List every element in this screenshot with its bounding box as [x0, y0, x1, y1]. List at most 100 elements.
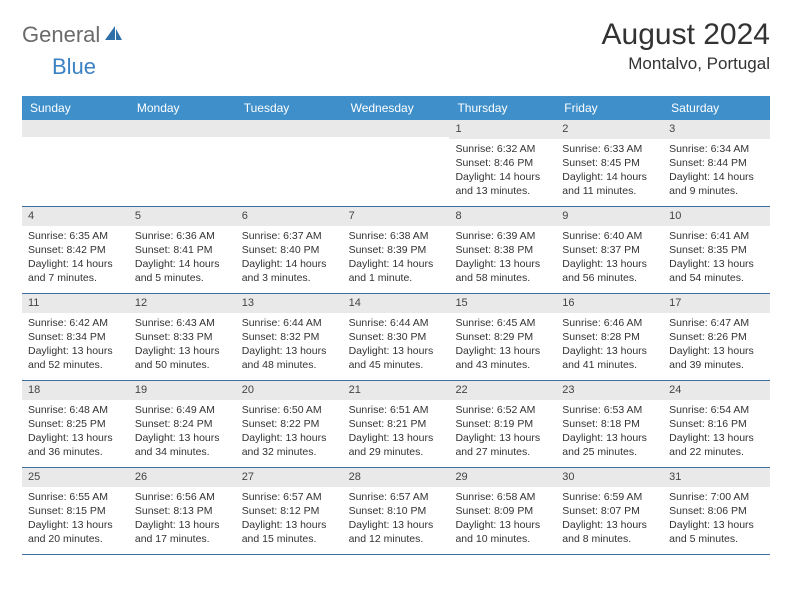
daylight-text: Daylight: 14 hours and 13 minutes.	[455, 170, 550, 198]
sunset-text: Sunset: 8:30 PM	[349, 330, 444, 344]
sunrise-text: Sunrise: 6:41 AM	[669, 229, 764, 243]
sunrise-text: Sunrise: 7:00 AM	[669, 490, 764, 504]
day-details: Sunrise: 6:57 AMSunset: 8:12 PMDaylight:…	[236, 487, 343, 551]
sunrise-text: Sunrise: 6:58 AM	[455, 490, 550, 504]
daylight-text: Daylight: 13 hours and 52 minutes.	[28, 344, 123, 372]
daylight-text: Daylight: 13 hours and 45 minutes.	[349, 344, 444, 372]
weekday-header: Tuesday	[236, 96, 343, 120]
day-details: Sunrise: 6:43 AMSunset: 8:33 PMDaylight:…	[129, 313, 236, 377]
sunrise-text: Sunrise: 6:42 AM	[28, 316, 123, 330]
week-row: 18Sunrise: 6:48 AMSunset: 8:25 PMDayligh…	[22, 381, 770, 468]
daylight-text: Daylight: 14 hours and 3 minutes.	[242, 257, 337, 285]
sunrise-text: Sunrise: 6:59 AM	[562, 490, 657, 504]
sunrise-text: Sunrise: 6:49 AM	[135, 403, 230, 417]
day-cell: 25Sunrise: 6:55 AMSunset: 8:15 PMDayligh…	[22, 468, 129, 554]
sunset-text: Sunset: 8:16 PM	[669, 417, 764, 431]
sunset-text: Sunset: 8:35 PM	[669, 243, 764, 257]
day-number: 1	[449, 120, 556, 139]
sunset-text: Sunset: 8:42 PM	[28, 243, 123, 257]
day-number: 21	[343, 381, 450, 400]
sunset-text: Sunset: 8:18 PM	[562, 417, 657, 431]
day-details: Sunrise: 6:40 AMSunset: 8:37 PMDaylight:…	[556, 226, 663, 290]
day-number: 25	[22, 468, 129, 487]
sunset-text: Sunset: 8:25 PM	[28, 417, 123, 431]
sunset-text: Sunset: 8:29 PM	[455, 330, 550, 344]
daylight-text: Daylight: 13 hours and 58 minutes.	[455, 257, 550, 285]
day-cell: 12Sunrise: 6:43 AMSunset: 8:33 PMDayligh…	[129, 294, 236, 380]
daylight-text: Daylight: 13 hours and 12 minutes.	[349, 518, 444, 546]
daylight-text: Daylight: 14 hours and 5 minutes.	[135, 257, 230, 285]
sunset-text: Sunset: 8:39 PM	[349, 243, 444, 257]
sunset-text: Sunset: 8:38 PM	[455, 243, 550, 257]
logo-text-blue: Blue	[52, 54, 96, 79]
sunrise-text: Sunrise: 6:50 AM	[242, 403, 337, 417]
daylight-text: Daylight: 13 hours and 15 minutes.	[242, 518, 337, 546]
daylight-text: Daylight: 13 hours and 36 minutes.	[28, 431, 123, 459]
day-number: 14	[343, 294, 450, 313]
sunrise-text: Sunrise: 6:55 AM	[28, 490, 123, 504]
daylight-text: Daylight: 13 hours and 5 minutes.	[669, 518, 764, 546]
day-number: 22	[449, 381, 556, 400]
sunset-text: Sunset: 8:06 PM	[669, 504, 764, 518]
day-number: 20	[236, 381, 343, 400]
weekday-header: Thursday	[449, 96, 556, 120]
day-details: Sunrise: 6:45 AMSunset: 8:29 PMDaylight:…	[449, 313, 556, 377]
sunset-text: Sunset: 8:07 PM	[562, 504, 657, 518]
day-cell: 16Sunrise: 6:46 AMSunset: 8:28 PMDayligh…	[556, 294, 663, 380]
daylight-text: Daylight: 13 hours and 25 minutes.	[562, 431, 657, 459]
week-row: 25Sunrise: 6:55 AMSunset: 8:15 PMDayligh…	[22, 468, 770, 555]
daylight-text: Daylight: 13 hours and 27 minutes.	[455, 431, 550, 459]
day-details: Sunrise: 6:44 AMSunset: 8:32 PMDaylight:…	[236, 313, 343, 377]
daylight-text: Daylight: 13 hours and 48 minutes.	[242, 344, 337, 372]
day-number: 11	[22, 294, 129, 313]
sunrise-text: Sunrise: 6:48 AM	[28, 403, 123, 417]
title-block: August 2024 Montalvo, Portugal	[602, 18, 770, 74]
sunset-text: Sunset: 8:44 PM	[669, 156, 764, 170]
day-number: 13	[236, 294, 343, 313]
day-details: Sunrise: 6:46 AMSunset: 8:28 PMDaylight:…	[556, 313, 663, 377]
calendar-page: General August 2024 Montalvo, Portugal B…	[0, 0, 792, 573]
day-details: Sunrise: 6:35 AMSunset: 8:42 PMDaylight:…	[22, 226, 129, 290]
daylight-text: Daylight: 14 hours and 11 minutes.	[562, 170, 657, 198]
sunset-text: Sunset: 8:28 PM	[562, 330, 657, 344]
sunset-text: Sunset: 8:26 PM	[669, 330, 764, 344]
sunset-text: Sunset: 8:40 PM	[242, 243, 337, 257]
day-number: 16	[556, 294, 663, 313]
sunrise-text: Sunrise: 6:38 AM	[349, 229, 444, 243]
day-number	[343, 120, 450, 137]
day-details: Sunrise: 6:41 AMSunset: 8:35 PMDaylight:…	[663, 226, 770, 290]
daylight-text: Daylight: 13 hours and 39 minutes.	[669, 344, 764, 372]
day-number: 23	[556, 381, 663, 400]
day-number: 6	[236, 207, 343, 226]
sunrise-text: Sunrise: 6:53 AM	[562, 403, 657, 417]
day-details: Sunrise: 6:49 AMSunset: 8:24 PMDaylight:…	[129, 400, 236, 464]
day-number: 31	[663, 468, 770, 487]
day-details: Sunrise: 6:52 AMSunset: 8:19 PMDaylight:…	[449, 400, 556, 464]
day-details: Sunrise: 6:50 AMSunset: 8:22 PMDaylight:…	[236, 400, 343, 464]
day-number: 4	[22, 207, 129, 226]
day-cell: 20Sunrise: 6:50 AMSunset: 8:22 PMDayligh…	[236, 381, 343, 467]
sunrise-text: Sunrise: 6:56 AM	[135, 490, 230, 504]
day-number: 26	[129, 468, 236, 487]
sunset-text: Sunset: 8:13 PM	[135, 504, 230, 518]
day-details: Sunrise: 6:44 AMSunset: 8:30 PMDaylight:…	[343, 313, 450, 377]
daylight-text: Daylight: 13 hours and 29 minutes.	[349, 431, 444, 459]
day-details: Sunrise: 6:53 AMSunset: 8:18 PMDaylight:…	[556, 400, 663, 464]
daylight-text: Daylight: 13 hours and 41 minutes.	[562, 344, 657, 372]
day-details: Sunrise: 6:42 AMSunset: 8:34 PMDaylight:…	[22, 313, 129, 377]
day-cell: 13Sunrise: 6:44 AMSunset: 8:32 PMDayligh…	[236, 294, 343, 380]
sunset-text: Sunset: 8:15 PM	[28, 504, 123, 518]
day-cell: 7Sunrise: 6:38 AMSunset: 8:39 PMDaylight…	[343, 207, 450, 293]
day-cell: 21Sunrise: 6:51 AMSunset: 8:21 PMDayligh…	[343, 381, 450, 467]
day-details: Sunrise: 6:58 AMSunset: 8:09 PMDaylight:…	[449, 487, 556, 551]
day-number: 19	[129, 381, 236, 400]
daylight-text: Daylight: 14 hours and 9 minutes.	[669, 170, 764, 198]
day-cell: 18Sunrise: 6:48 AMSunset: 8:25 PMDayligh…	[22, 381, 129, 467]
day-cell: 23Sunrise: 6:53 AMSunset: 8:18 PMDayligh…	[556, 381, 663, 467]
daylight-text: Daylight: 13 hours and 54 minutes.	[669, 257, 764, 285]
sunset-text: Sunset: 8:10 PM	[349, 504, 444, 518]
day-cell: 29Sunrise: 6:58 AMSunset: 8:09 PMDayligh…	[449, 468, 556, 554]
day-details: Sunrise: 6:55 AMSunset: 8:15 PMDaylight:…	[22, 487, 129, 551]
sunrise-text: Sunrise: 6:33 AM	[562, 142, 657, 156]
sunset-text: Sunset: 8:19 PM	[455, 417, 550, 431]
